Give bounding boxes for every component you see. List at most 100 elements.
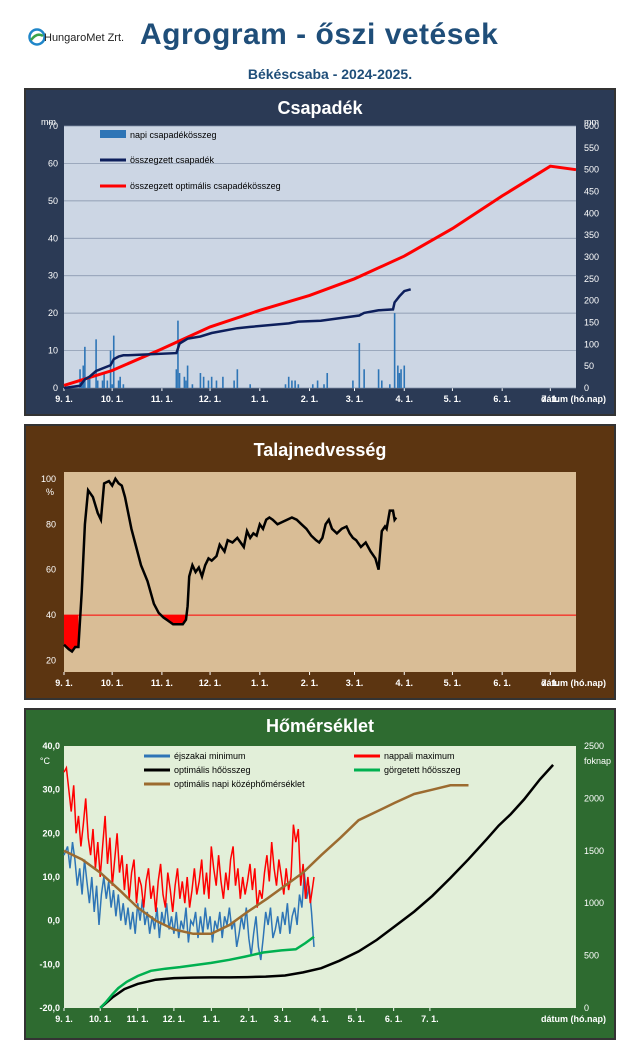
y-right-tick-label: 2500 <box>584 741 604 751</box>
y-right-tick-label: 0 <box>584 383 589 393</box>
y-tick-label: 100 <box>41 474 56 484</box>
x-tick-label: 6. 1. <box>493 678 511 688</box>
daily-precipitation-bar <box>119 376 121 388</box>
x-tick-label: 2. 1. <box>240 1014 258 1024</box>
x-tick-label: 12. 1. <box>199 394 222 404</box>
soil-moisture-line <box>63 476 398 654</box>
x-axis-label: dátum (hó.nap) <box>541 678 606 688</box>
y-left-tick-label: 40 <box>48 233 58 243</box>
chart-title: Talajnedvesség <box>254 440 387 460</box>
chart-title: Csapadék <box>277 98 363 118</box>
x-tick-label: 10. 1. <box>89 1014 112 1024</box>
daily-precipitation-bar <box>215 380 218 388</box>
daily-precipitation-bar <box>178 373 181 388</box>
y-left-tick-label: 0,0 <box>47 916 60 926</box>
y-tick-label: 40 <box>46 610 56 620</box>
page-title: Agrogram - őszi vetések <box>140 18 499 51</box>
y-right-unit: mm <box>584 117 599 127</box>
y-left-tick-label: 30 <box>48 271 58 281</box>
daily-precipitation-bar <box>191 384 194 388</box>
daily-precipitation-bar <box>352 380 354 388</box>
below-threshold-area <box>64 615 79 652</box>
y-right-unit: foknap <box>584 756 611 766</box>
daily-precipitation-bar <box>358 343 361 388</box>
daily-precipitation-bar <box>316 380 319 388</box>
x-tick-label: 7. 1. <box>421 1014 439 1024</box>
page-subtitle: Békéscsaba - 2024-2025. <box>247 66 413 82</box>
y-right-tick-label: 50 <box>584 361 594 371</box>
x-tick-label: 1. 1. <box>251 678 269 688</box>
legend-label: napi csapadékösszeg <box>130 130 217 140</box>
daily-precipitation-bar <box>249 384 251 388</box>
x-tick-label: 1. 1. <box>251 394 269 404</box>
x-tick-label: 10. 1. <box>101 678 124 688</box>
daily-precipitation-bar <box>79 369 81 388</box>
x-tick-label: 7. 1. <box>542 394 560 404</box>
daily-precipitation-bar <box>95 339 97 388</box>
x-tick-label: 1. 1. <box>203 1014 221 1024</box>
daily-precipitation-bar <box>323 384 325 388</box>
x-tick-label: 11. 1. <box>151 394 173 404</box>
y-right-tick-label: 600 <box>584 121 599 131</box>
daily-precipitation-bar <box>122 384 125 388</box>
daily-precipitation-bar <box>106 380 109 388</box>
daily-precipitation-bar <box>287 376 290 388</box>
daily-precipitation-bar <box>103 373 105 388</box>
y-right-tick-label: 150 <box>584 318 599 328</box>
hungaromet-logo-icon <box>28 28 46 46</box>
y-right-tick-label: 250 <box>584 274 599 284</box>
y-left-unit: mm <box>41 117 56 127</box>
daily-precipitation-bar <box>311 384 314 388</box>
legend-label: éjszakai minimum <box>174 751 246 761</box>
daily-precipitation-bar <box>297 384 300 388</box>
x-tick-label: 9. 1. <box>55 678 73 688</box>
precipitation-panel: Csapadék 9. 1. 10. 1. 11. 1. 12. 1. 1. 1. 2. 1… <box>24 88 616 416</box>
legend-swatch-bars <box>100 130 126 138</box>
daily-precipitation-bar <box>199 373 202 388</box>
x-tick-label: 3. 1. <box>274 1014 292 1024</box>
x-tick-label: 3. 1. <box>346 394 364 404</box>
x-tick-label: 2. 1. <box>301 678 319 688</box>
daily-precipitation-bar <box>202 376 205 388</box>
cumulative-precipitation-line <box>63 288 412 390</box>
x-tick-label: 12. 1. <box>163 1014 186 1024</box>
daily-precipitation-bar <box>210 376 213 388</box>
y-unit: % <box>46 487 54 497</box>
legend-label: nappali maximum <box>384 751 455 761</box>
y-left-tick-label: 20 <box>48 308 58 318</box>
optimal-daily-mean-line <box>63 784 469 936</box>
daily-precipitation-bar <box>397 365 399 388</box>
y-right-tick-label: 500 <box>584 951 599 961</box>
x-tick-label: 4. 1. <box>396 394 414 404</box>
chart-title: Hőmérséklet <box>266 716 374 736</box>
daily-precipitation-bar <box>398 373 401 388</box>
x-tick-label: 2. 1. <box>301 394 319 404</box>
x-axis-label: dátum (hó.nap) <box>541 1014 606 1024</box>
x-tick-label: 6. 1. <box>385 1014 403 1024</box>
daily-precipitation-bar <box>377 369 380 388</box>
y-left-tick-label: -20,0 <box>39 1003 60 1013</box>
daily-precipitation-bar <box>186 365 189 388</box>
y-left-tick-label: 20,0 <box>42 828 60 838</box>
x-tick-label: 9. 1. <box>55 1014 73 1024</box>
daily-precipitation-bar <box>111 384 113 388</box>
y-left-tick-label: 60 <box>48 158 58 168</box>
x-tick-label: 3. 1. <box>346 678 364 688</box>
y-left-tick-label: 70 <box>48 121 58 131</box>
daily-precipitation-bar <box>87 376 89 388</box>
y-right-tick-label: 1000 <box>584 898 604 908</box>
daily-precipitation-bar <box>82 365 85 388</box>
daily-precipitation-bar <box>88 376 91 388</box>
daily-precipitation-bar <box>185 380 187 388</box>
daily-precipitation-bar <box>236 369 239 388</box>
legend-label: összegzett optimális csapadékösszeg <box>130 181 281 191</box>
daily-precipitation-bar <box>291 380 293 388</box>
x-tick-label: 11. 1. <box>151 678 173 688</box>
y-right-tick-label: 450 <box>584 187 599 197</box>
y-left-tick-label: 30,0 <box>42 785 60 795</box>
daily-precipitation-bar <box>84 346 86 388</box>
y-right-tick-label: 500 <box>584 165 599 175</box>
daily-precipitation-bar <box>403 365 406 388</box>
logo-text: HungaroMet Zrt. <box>44 32 125 44</box>
x-tick-label: 10. 1. <box>101 394 124 404</box>
